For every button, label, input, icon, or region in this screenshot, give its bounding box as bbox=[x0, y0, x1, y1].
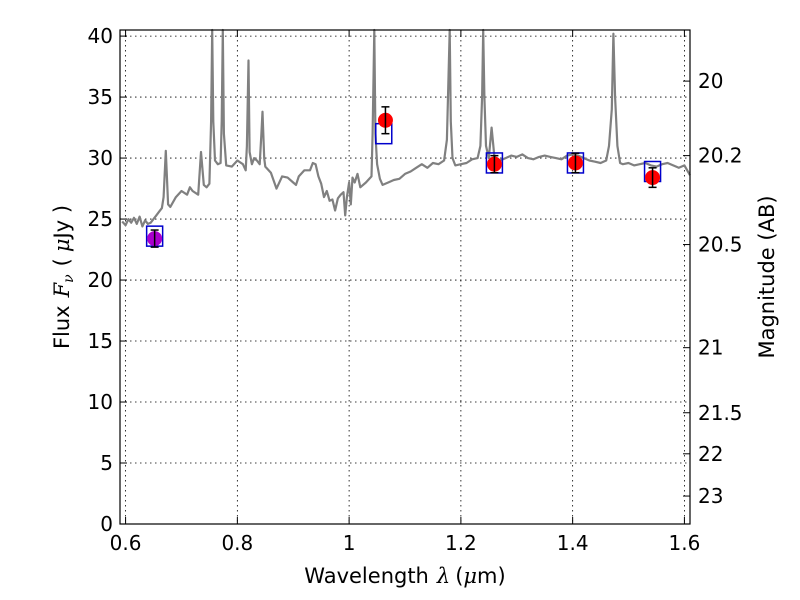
y-tick-label: 20 bbox=[88, 268, 113, 292]
x-tick-label: 0.8 bbox=[221, 531, 253, 555]
photometry-layer bbox=[145, 106, 662, 248]
spectrum-line bbox=[121, 28, 691, 228]
y2-tick-label: 21.5 bbox=[698, 401, 743, 425]
x-axis-label: Wavelength λ (μm) bbox=[304, 564, 505, 588]
y2-tick-label: 23 bbox=[698, 484, 723, 508]
x-tick-label: 1.4 bbox=[557, 531, 589, 555]
y-tick-label: 15 bbox=[88, 329, 113, 353]
y2-axis-label: Magnitude (AB) bbox=[755, 195, 779, 358]
spectrum-layer bbox=[121, 28, 691, 228]
x-tick-label: 0.6 bbox=[110, 531, 142, 555]
x-tick-label: 1 bbox=[343, 531, 356, 555]
y-tick-label: 10 bbox=[88, 390, 113, 414]
x-tick-label: 1.2 bbox=[445, 531, 477, 555]
x-tick-label: 1.6 bbox=[669, 531, 701, 555]
y-tick-label: 35 bbox=[88, 85, 113, 109]
y-tick-label: 25 bbox=[88, 207, 113, 231]
y-tick-label: 40 bbox=[88, 24, 113, 48]
y2-tick-label: 20 bbox=[698, 69, 723, 93]
y2-tick-label: 20.5 bbox=[698, 233, 743, 257]
ticks: 0.6 0.8 1 1.2 1.4 1.6 0 5 10 15 20 25 30 35 40 20 20.2 20… bbox=[88, 24, 743, 555]
y2-tick-label: 22 bbox=[698, 442, 723, 466]
y-tick-label: 5 bbox=[100, 451, 113, 475]
y2-tick-label: 21 bbox=[698, 336, 723, 360]
y2-tick-label: 20.2 bbox=[698, 144, 743, 168]
y-tick-label: 30 bbox=[88, 146, 113, 170]
y-tick-label: 0 bbox=[100, 512, 113, 536]
y-axis-label: FluxFν(μJy ) bbox=[50, 205, 77, 349]
plot-area bbox=[120, 30, 690, 524]
plot-frame bbox=[119, 29, 691, 525]
